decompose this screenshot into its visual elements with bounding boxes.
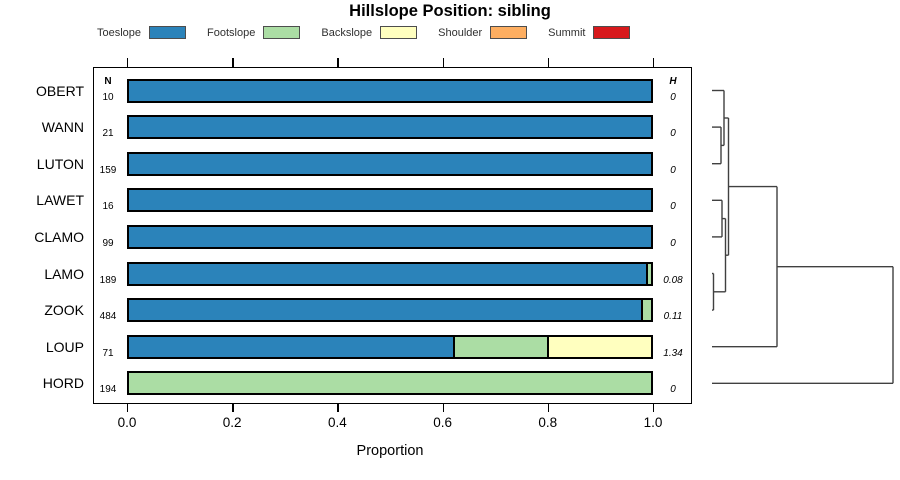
segment-toeslope	[129, 226, 651, 247]
legend-label: Shoulder	[438, 26, 483, 39]
axis-tick-top	[547, 58, 550, 67]
bar-loup	[127, 334, 653, 359]
h-value: 0	[670, 128, 676, 140]
row-label-luton: LUTON	[36, 155, 84, 172]
legend-item-shoulder: Shoulder	[438, 26, 528, 39]
axis-tick-bottom	[547, 404, 550, 412]
axis-tick-label: 0.4	[328, 415, 347, 430]
segment-footslope	[645, 263, 651, 284]
x-axis-label: Proportion	[356, 443, 424, 459]
legend-label: Footslope	[207, 26, 256, 39]
n-value: 159	[99, 164, 117, 176]
bar-obert	[127, 78, 653, 103]
segment-toeslope	[129, 263, 646, 284]
row-label-lamo: LAMO	[44, 265, 84, 282]
axis-tick-bottom	[653, 404, 655, 412]
bar-lawet	[127, 188, 653, 213]
n-value: 10	[102, 91, 114, 103]
chart-title: Hillslope Position: sibling	[349, 2, 551, 20]
axis-tick-top	[127, 58, 129, 67]
legend-label: Toeslope	[97, 26, 142, 39]
n-value: 99	[102, 237, 114, 249]
h-value: 0	[670, 201, 676, 213]
h-column-header: H	[669, 76, 677, 87]
axis-tick-label: 0.6	[433, 415, 452, 430]
axis-tick-top	[337, 58, 339, 67]
legend: Toeslope Footslope Backslope Shoulder Summit	[97, 26, 651, 39]
n-column-header: N	[104, 76, 112, 87]
row-label-obert: OBERT	[36, 82, 84, 99]
legend-item-footslope: Footslope	[207, 26, 301, 39]
n-value: 194	[99, 384, 117, 396]
n-value: 189	[99, 274, 117, 286]
row-label-wann: WANN	[41, 119, 84, 136]
axis-tick-label: 0.2	[222, 415, 242, 430]
h-value: 0	[670, 237, 676, 249]
axis-tick-bottom	[127, 404, 129, 412]
segment-toeslope	[129, 80, 651, 101]
row-label-loup: LOUP	[45, 338, 84, 355]
legend-swatch-footslope	[263, 26, 301, 39]
axis-tick-bottom	[232, 404, 234, 412]
segment-footslope	[129, 373, 651, 394]
axis-tick-label: 0.0	[117, 415, 137, 430]
row-label-zook: ZOOK	[44, 302, 84, 319]
legend-label: Backslope	[321, 26, 373, 39]
row-label-lawet: LAWET	[36, 192, 84, 209]
legend-label: Summit	[548, 26, 586, 39]
legend-item-toeslope: Toeslope	[97, 26, 187, 39]
bar-clamo	[127, 224, 653, 249]
legend-swatch-shoulder	[490, 26, 528, 39]
axis-tick-label: 1.0	[643, 415, 663, 430]
h-value: 0	[670, 384, 676, 396]
bar-zook	[127, 298, 653, 323]
legend-swatch-summit	[593, 26, 631, 39]
n-value: 16	[102, 201, 114, 213]
segment-toeslope	[129, 153, 651, 174]
segment-toeslope	[129, 300, 641, 321]
n-value: 71	[102, 347, 114, 359]
segment-backslope	[546, 336, 651, 357]
bar-lamo	[127, 261, 653, 286]
row-label-clamo: CLAMO	[34, 228, 84, 245]
bar-hord	[127, 371, 653, 396]
axis-tick-top	[232, 58, 234, 67]
segment-toeslope	[129, 117, 651, 138]
h-value: 0.11	[663, 311, 683, 323]
row-label-hord: HORD	[42, 375, 84, 392]
h-value: 1.34	[663, 347, 683, 359]
legend-item-summit: Summit	[548, 26, 631, 39]
segment-toeslope	[129, 190, 651, 211]
axis-tick-top	[442, 58, 444, 67]
n-value: 484	[99, 311, 117, 323]
axis-tick-top	[653, 58, 655, 67]
segment-toeslope	[129, 336, 453, 357]
segment-footslope	[452, 336, 547, 357]
bar-luton	[127, 151, 653, 176]
legend-swatch-toeslope	[149, 26, 187, 39]
n-value: 21	[102, 128, 114, 140]
legend-item-backslope: Backslope	[321, 26, 418, 39]
segment-footslope	[640, 300, 651, 321]
h-value: 0.08	[663, 274, 683, 286]
bar-wann	[127, 115, 653, 140]
axis-tick-bottom	[442, 404, 444, 412]
axis-tick-label: 0.8	[538, 415, 558, 430]
h-value: 0	[670, 164, 676, 176]
legend-swatch-backslope	[380, 26, 418, 39]
h-value: 0	[670, 91, 676, 103]
axis-tick-bottom	[337, 404, 339, 412]
